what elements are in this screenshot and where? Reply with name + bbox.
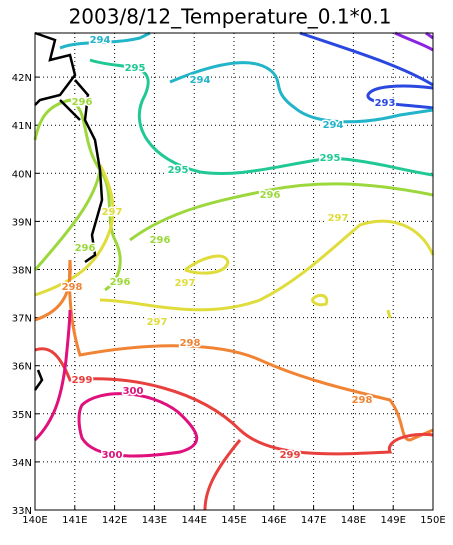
y-tick-label: 42N <box>12 73 32 84</box>
contour <box>169 61 434 124</box>
y-tick-label: 40N <box>12 169 32 180</box>
contour-label: 294 <box>190 75 211 86</box>
contours <box>33 31 435 511</box>
contour-label: 295 <box>168 165 189 176</box>
x-tick-label: 144E <box>181 515 206 526</box>
x-tick-label: 150E <box>420 515 445 526</box>
contour-label: 296 <box>72 97 93 108</box>
contour-label: 295 <box>125 63 146 74</box>
y-tick-label: 38N <box>12 266 32 277</box>
contour <box>184 254 392 319</box>
contour-label: 296 <box>260 190 281 201</box>
contour-label: 296 <box>110 277 131 288</box>
contour <box>77 392 199 458</box>
y-tick-label: 34N <box>12 458 32 469</box>
y-tick-label: 35N <box>12 410 32 421</box>
contour-label: 298 <box>352 395 373 406</box>
contour-label: 294 <box>90 35 111 46</box>
contour-label: 298 <box>180 338 201 349</box>
contour <box>34 164 435 312</box>
y-tick-label: 41N <box>12 121 32 132</box>
plot-frame <box>34 32 434 511</box>
x-tick-label: 147E <box>301 515 326 526</box>
coastline <box>33 31 104 391</box>
contour-label: 297 <box>147 317 168 328</box>
x-tick-label: 145E <box>221 515 246 526</box>
contour-label: 300 <box>123 386 144 397</box>
x-tick-label: 146E <box>261 515 286 526</box>
x-tick-label: 142E <box>102 515 127 526</box>
x-tick-label: 148E <box>341 515 366 526</box>
contour <box>59 31 151 50</box>
x-tick-label: 149E <box>380 515 405 526</box>
contour-label: 296 <box>75 243 96 254</box>
x-tick-label: 141E <box>62 515 87 526</box>
contour-label: 299 <box>72 375 93 386</box>
contour-labels: 294 294 294 293 295 295 295 296 296 296 … <box>60 34 397 463</box>
contour-label: 297 <box>328 213 349 224</box>
contour-label: 293 <box>375 98 396 109</box>
contour-label: 298 <box>62 282 83 293</box>
contour-label: 300 <box>102 450 123 461</box>
y-tick-label: 39N <box>12 217 32 228</box>
contour <box>394 31 434 52</box>
contour <box>34 347 434 511</box>
contour <box>366 84 434 110</box>
contour <box>299 31 434 87</box>
contour-label: 299 <box>280 450 301 461</box>
x-tick-label: 140E <box>22 515 47 526</box>
y-tick-label: 33N <box>12 506 32 517</box>
contour-label: 296 <box>150 235 171 246</box>
contour <box>33 309 72 442</box>
grid: 140E 141E 142E 143E 144E 145E 146E 147E 148E 149E… <box>12 33 446 526</box>
contour <box>33 98 102 271</box>
contour-label: 294 <box>323 120 344 131</box>
y-tick-label: 37N <box>12 314 32 325</box>
title: 2003/8/12_Temperature_0.1*0.1 <box>69 5 392 29</box>
contour <box>34 259 434 442</box>
contour <box>98 169 434 292</box>
contour-label: 297 <box>102 207 123 218</box>
contour <box>89 58 434 177</box>
contour-label: 297 <box>175 278 196 289</box>
x-tick-label: 143E <box>142 515 167 526</box>
y-tick-label: 36N <box>12 362 32 373</box>
contour-label: 295 <box>320 153 341 164</box>
